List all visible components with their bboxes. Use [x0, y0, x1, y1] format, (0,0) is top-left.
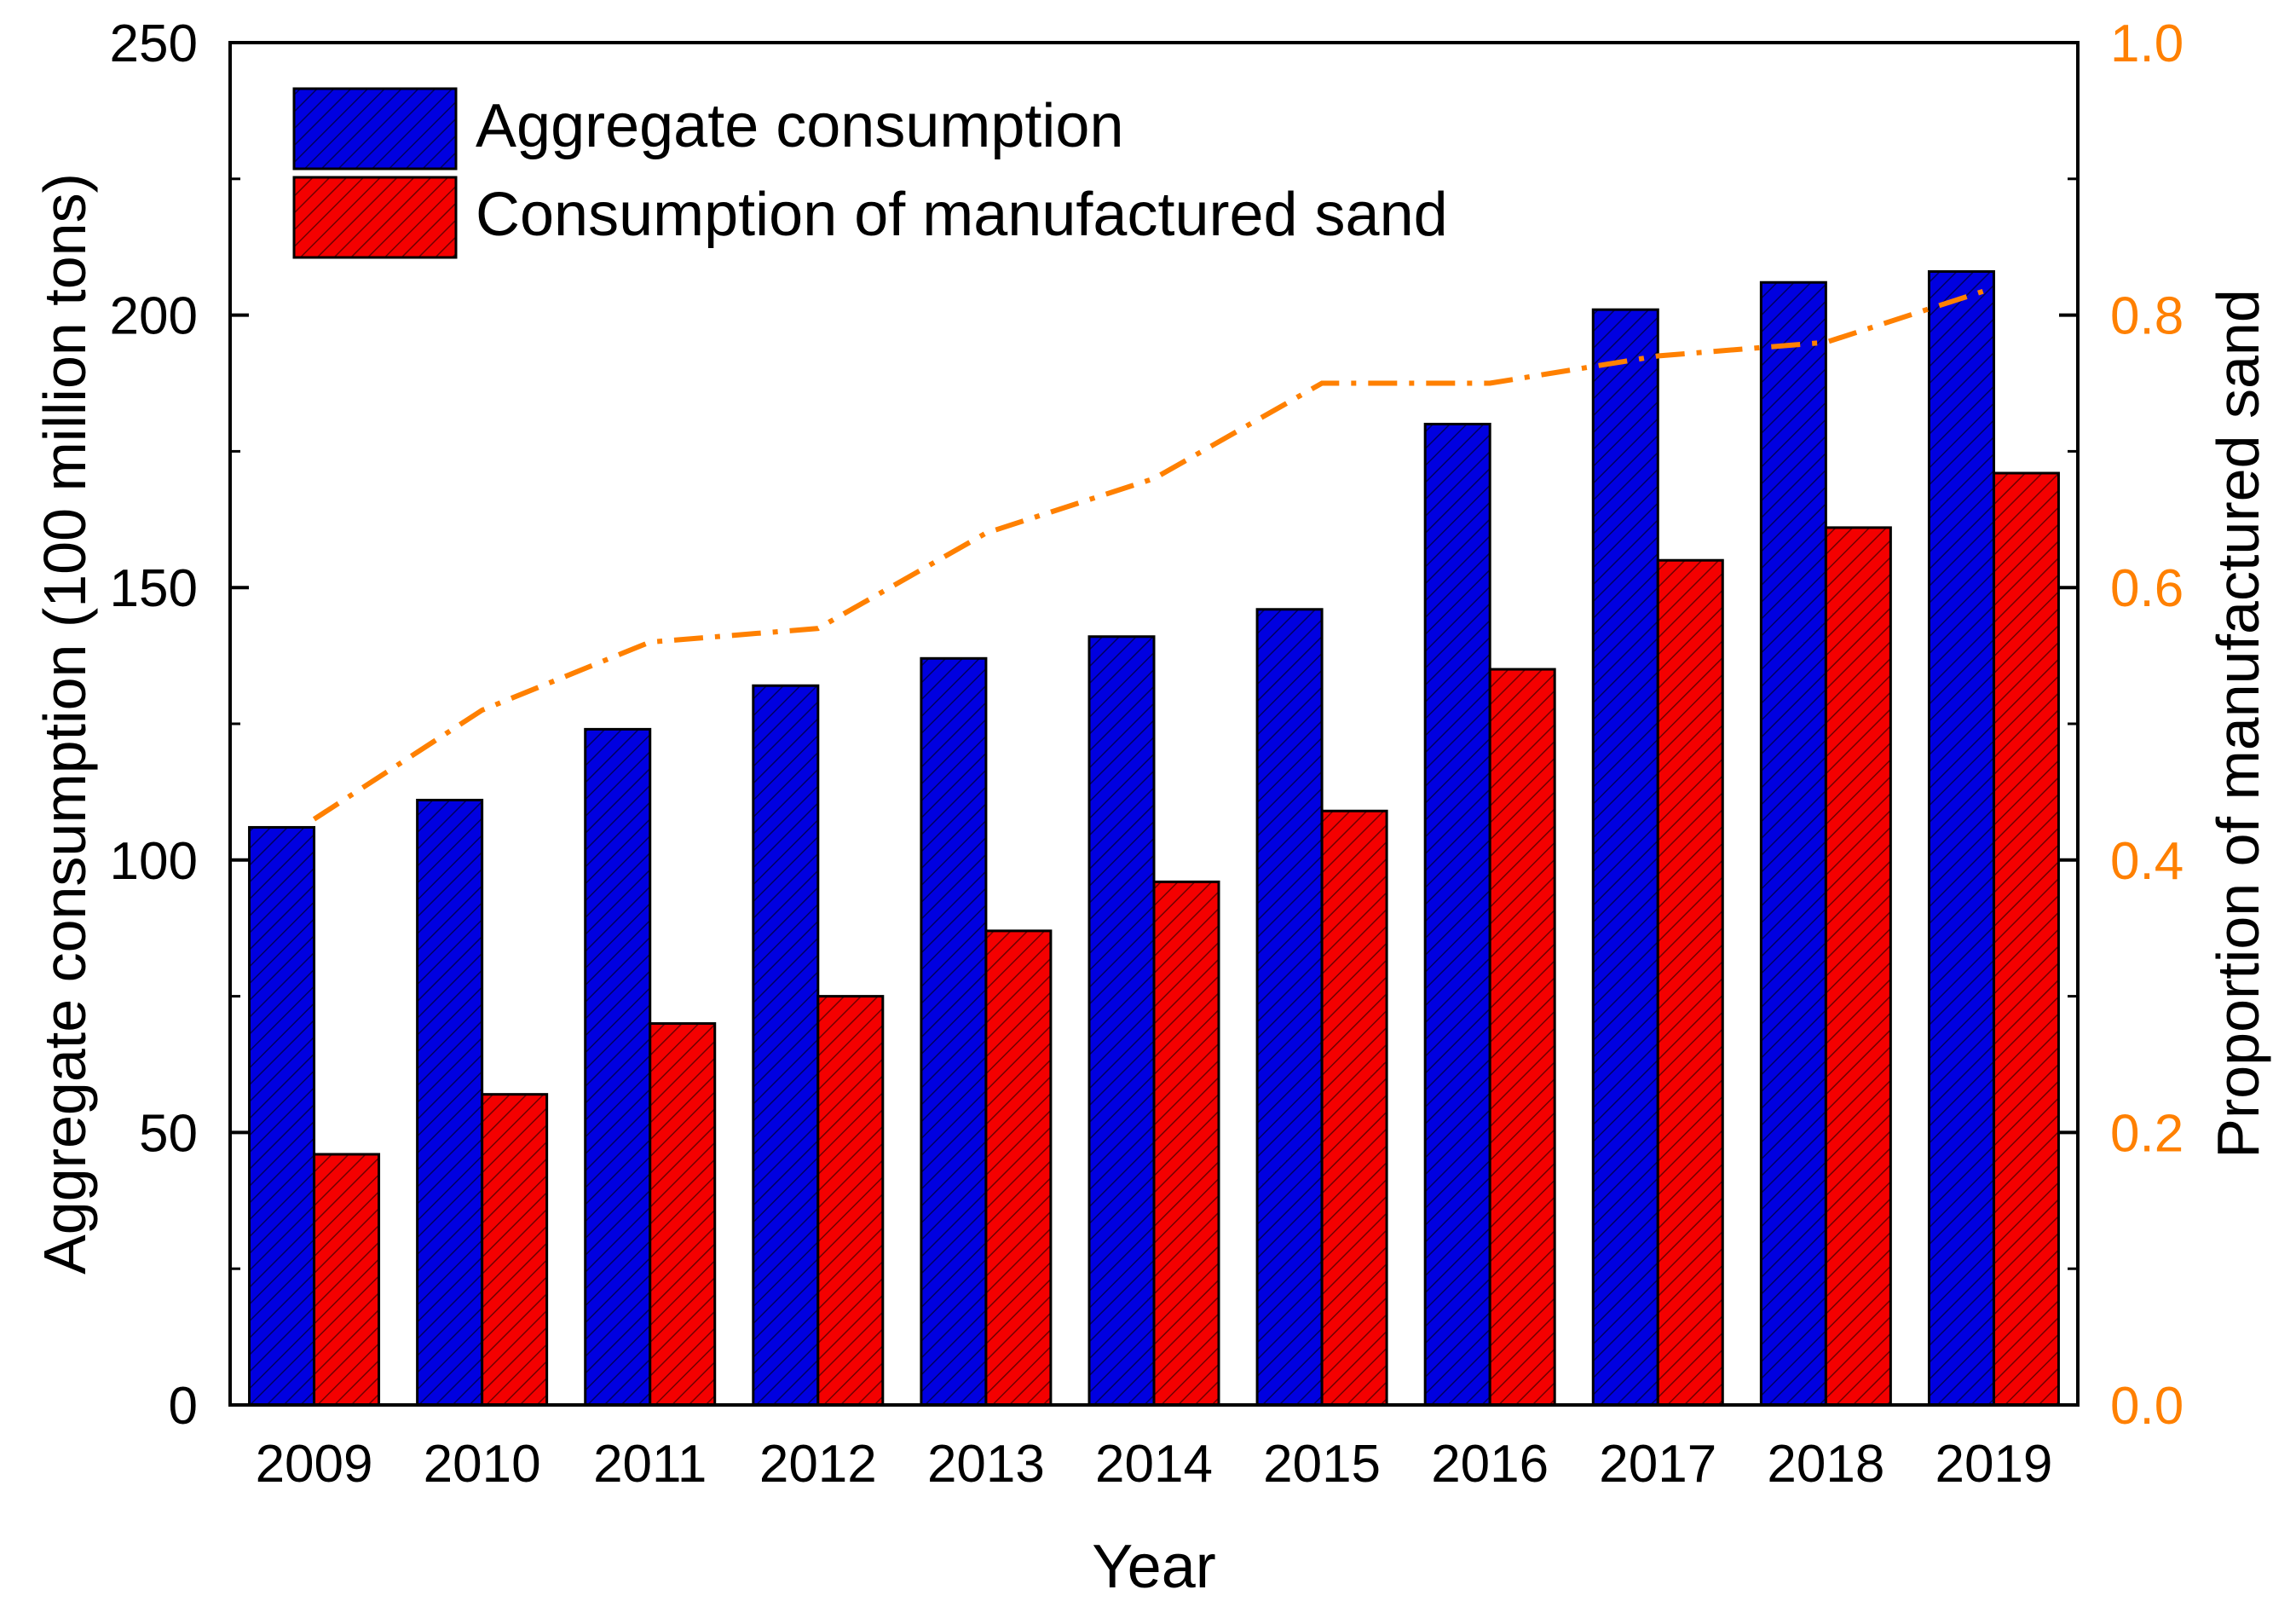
- legend: Aggregate consumption Consumption of man…: [292, 87, 1448, 259]
- bar-aggregate-2019: [1927, 269, 1995, 1407]
- legend-swatch-aggregate: [292, 87, 458, 171]
- x-tick-label-2017: 2017: [1599, 1435, 1716, 1494]
- y-axis-title: Aggregate consumption (100 million tons): [32, 173, 98, 1275]
- x-tick-label-2009: 2009: [256, 1435, 373, 1494]
- bar-aggregate-2013: [920, 656, 988, 1407]
- bar-manufactured-sand-2017: [1656, 558, 1724, 1407]
- bar-manufactured-sand-2012: [816, 995, 885, 1407]
- x-tick-label-2019: 2019: [1935, 1435, 2052, 1494]
- x-tick-label-2013: 2013: [927, 1435, 1045, 1494]
- bar-manufactured-sand-2011: [649, 1022, 717, 1407]
- bars-group: [248, 269, 2060, 1407]
- y2-axis-title: Proportion of manufactured sand: [2205, 289, 2271, 1159]
- bar-aggregate-2017: [1591, 308, 1659, 1407]
- y2-tick-label: 1.0: [2110, 14, 2184, 73]
- bar-aggregate-2009: [248, 825, 316, 1407]
- bar-aggregate-2012: [752, 684, 820, 1407]
- legend-label-aggregate: Aggregate consumption: [476, 92, 1124, 160]
- bar-aggregate-2015: [1255, 608, 1324, 1407]
- bar-aggregate-2016: [1423, 422, 1491, 1407]
- y2-tick-label: 0.0: [2110, 1377, 2184, 1436]
- legend-swatch-manufactured-sand: [292, 176, 458, 259]
- bar-manufactured-sand-2015: [1320, 809, 1388, 1407]
- x-tick-label-2018: 2018: [1767, 1435, 1884, 1494]
- x-tick-label-2011: 2011: [593, 1435, 707, 1494]
- x-tick-label-2015: 2015: [1263, 1435, 1381, 1494]
- bar-manufactured-sand-2018: [1824, 526, 1892, 1407]
- bar-aggregate-2014: [1087, 635, 1156, 1407]
- y2-tick-label: 0.8: [2110, 287, 2184, 346]
- y-tick-label: 0: [169, 1377, 198, 1436]
- bar-manufactured-sand-2019: [1992, 471, 2060, 1407]
- bar-aggregate-2011: [584, 727, 652, 1407]
- bar-manufactured-sand-2009: [313, 1153, 381, 1407]
- bar-manufactured-sand-2013: [984, 929, 1053, 1407]
- bar-aggregate-2010: [416, 798, 484, 1407]
- bar-manufactured-sand-2014: [1152, 880, 1220, 1407]
- proportion-line: [312, 285, 1995, 822]
- legend-label-manufactured-sand: Consumption of manufactured sand: [476, 181, 1448, 249]
- y-tick-label: 200: [110, 287, 198, 346]
- y-tick-label: 50: [139, 1104, 198, 1163]
- x-axis: 2009 2010 2011 2012 2013 2014 2015 2016 2017 2018…: [256, 1435, 2053, 1494]
- y2-tick-label: 0.2: [2110, 1104, 2184, 1163]
- x-tick-label-2014: 2014: [1095, 1435, 1213, 1494]
- x-tick-label-2012: 2012: [759, 1435, 877, 1494]
- right-axis: 0.0 0.2 0.4 0.6 0.8 1.0: [2059, 14, 2184, 1436]
- y-tick-label: 150: [110, 559, 198, 618]
- bar-aggregate-2018: [1759, 280, 1827, 1407]
- y2-tick-label: 0.4: [2110, 832, 2184, 891]
- y-tick-label: 250: [110, 14, 198, 73]
- x-tick-label-2016: 2016: [1431, 1435, 1549, 1494]
- x-axis-title: Year: [1092, 1533, 1215, 1601]
- bar-manufactured-sand-2010: [481, 1093, 549, 1407]
- x-tick-label-2010: 2010: [424, 1435, 541, 1494]
- y-tick-label: 100: [110, 832, 198, 891]
- left-axis: 0 50 100 150 200 250: [110, 14, 249, 1436]
- bar-manufactured-sand-2016: [1488, 668, 1556, 1407]
- y2-tick-label: 0.6: [2110, 559, 2184, 618]
